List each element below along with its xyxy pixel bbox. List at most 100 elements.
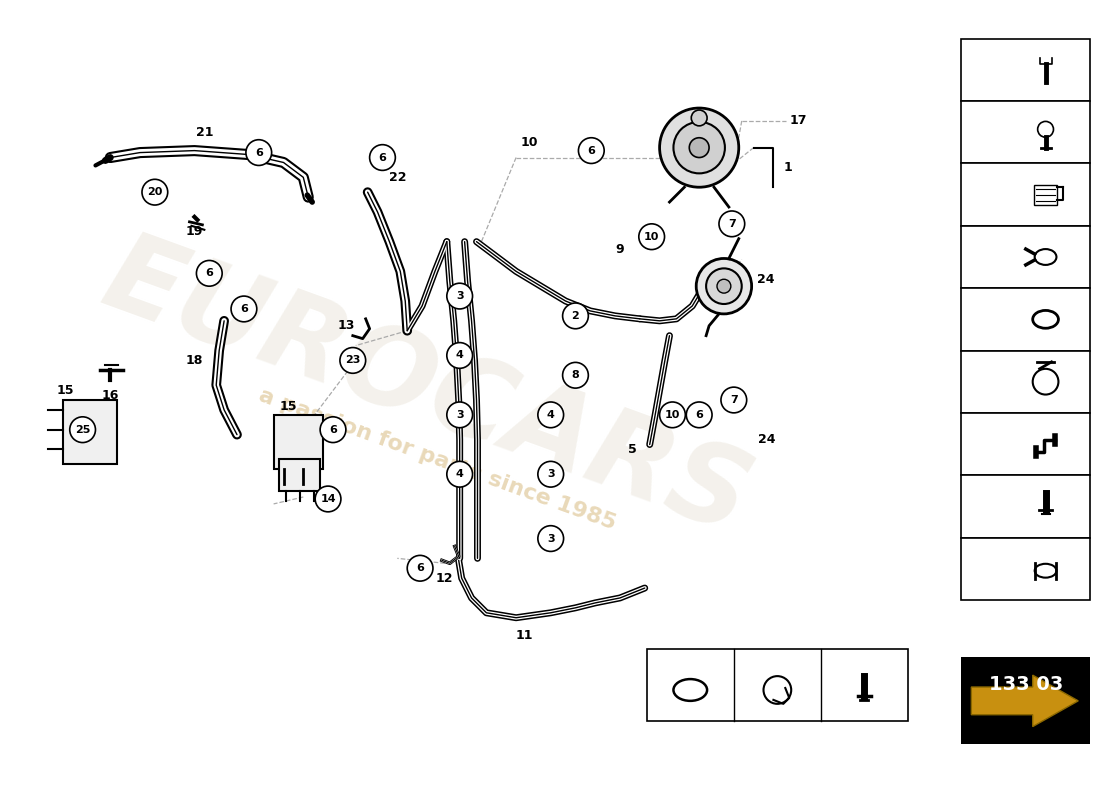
FancyBboxPatch shape [274, 415, 323, 470]
Text: 6: 6 [255, 147, 263, 158]
Circle shape [691, 110, 707, 126]
Text: 11: 11 [515, 629, 532, 642]
Text: 17: 17 [976, 49, 993, 62]
Text: 6: 6 [378, 153, 386, 162]
Text: 24: 24 [758, 433, 776, 446]
FancyBboxPatch shape [961, 350, 1090, 413]
Circle shape [69, 417, 96, 442]
Circle shape [538, 402, 563, 428]
Text: 20: 20 [147, 187, 163, 197]
Circle shape [538, 526, 563, 551]
FancyBboxPatch shape [961, 38, 1090, 101]
FancyBboxPatch shape [961, 475, 1090, 538]
Text: 7: 7 [728, 219, 736, 229]
FancyBboxPatch shape [961, 413, 1090, 475]
Text: 6: 6 [976, 361, 983, 374]
Text: 19: 19 [186, 226, 204, 238]
Text: 10: 10 [520, 136, 538, 149]
Circle shape [246, 140, 272, 166]
Circle shape [706, 268, 741, 304]
Text: 17: 17 [790, 114, 807, 127]
Circle shape [447, 283, 473, 309]
Text: 23: 23 [747, 659, 764, 672]
FancyBboxPatch shape [961, 538, 1090, 600]
Text: 5: 5 [628, 443, 637, 456]
Text: 8: 8 [976, 236, 983, 249]
Text: 6: 6 [206, 268, 213, 278]
Text: 4: 4 [547, 410, 554, 420]
Text: 6: 6 [587, 146, 595, 156]
Circle shape [340, 347, 365, 374]
Circle shape [447, 402, 473, 428]
Circle shape [673, 122, 725, 174]
Text: 7: 7 [976, 298, 984, 311]
Circle shape [231, 296, 256, 322]
Text: 1: 1 [784, 161, 793, 174]
Text: 14: 14 [320, 494, 336, 504]
Circle shape [720, 387, 747, 413]
Circle shape [690, 138, 710, 158]
Text: 3: 3 [455, 291, 463, 301]
Text: 3: 3 [547, 534, 554, 543]
Text: 21: 21 [196, 126, 213, 139]
FancyBboxPatch shape [278, 459, 320, 491]
Text: 4: 4 [455, 350, 463, 361]
FancyBboxPatch shape [961, 658, 1090, 745]
Text: 10: 10 [664, 410, 680, 420]
Circle shape [639, 224, 664, 250]
Text: 10: 10 [976, 174, 993, 186]
Text: 3: 3 [455, 410, 463, 420]
Circle shape [407, 555, 433, 581]
FancyBboxPatch shape [647, 650, 908, 721]
Text: a passion for parts since 1985: a passion for parts since 1985 [255, 386, 618, 534]
Polygon shape [971, 675, 1078, 726]
FancyBboxPatch shape [961, 101, 1090, 163]
Text: 10: 10 [644, 232, 659, 242]
Circle shape [686, 402, 712, 428]
Text: 23: 23 [345, 355, 361, 366]
Circle shape [447, 462, 473, 487]
Text: 7: 7 [730, 395, 738, 405]
Text: 4: 4 [976, 422, 984, 436]
FancyBboxPatch shape [63, 400, 118, 464]
FancyBboxPatch shape [1034, 185, 1057, 205]
Text: 25: 25 [75, 425, 90, 434]
Text: 3: 3 [976, 485, 983, 498]
Text: 6: 6 [240, 304, 248, 314]
Text: 133 03: 133 03 [989, 675, 1063, 694]
Text: 18: 18 [186, 354, 204, 367]
Text: 14: 14 [976, 111, 993, 124]
Text: 22: 22 [388, 171, 406, 184]
Text: 6: 6 [416, 563, 424, 574]
Circle shape [719, 211, 745, 237]
Text: 15: 15 [279, 401, 297, 414]
Circle shape [562, 303, 588, 329]
Text: 16: 16 [101, 389, 119, 402]
Text: 4: 4 [455, 470, 463, 479]
Circle shape [447, 342, 473, 368]
Text: 3: 3 [547, 470, 554, 479]
Text: 13: 13 [338, 319, 354, 332]
Text: EUROCARS: EUROCARS [89, 224, 764, 557]
Text: 9: 9 [616, 243, 625, 256]
Circle shape [717, 279, 730, 293]
Circle shape [660, 402, 685, 428]
Text: 6: 6 [695, 410, 703, 420]
Circle shape [142, 179, 167, 205]
Circle shape [562, 362, 588, 388]
Circle shape [370, 145, 395, 170]
Circle shape [538, 462, 563, 487]
Circle shape [197, 261, 222, 286]
Text: 8: 8 [572, 370, 580, 380]
FancyBboxPatch shape [961, 226, 1090, 288]
Text: 2: 2 [976, 547, 984, 561]
Text: 12: 12 [436, 572, 452, 585]
Circle shape [696, 258, 751, 314]
Circle shape [660, 108, 739, 187]
FancyBboxPatch shape [961, 163, 1090, 226]
Text: 25: 25 [660, 659, 678, 672]
FancyBboxPatch shape [961, 288, 1090, 350]
Text: 18: 18 [834, 659, 851, 672]
Circle shape [579, 138, 604, 163]
Text: 24: 24 [757, 273, 774, 286]
